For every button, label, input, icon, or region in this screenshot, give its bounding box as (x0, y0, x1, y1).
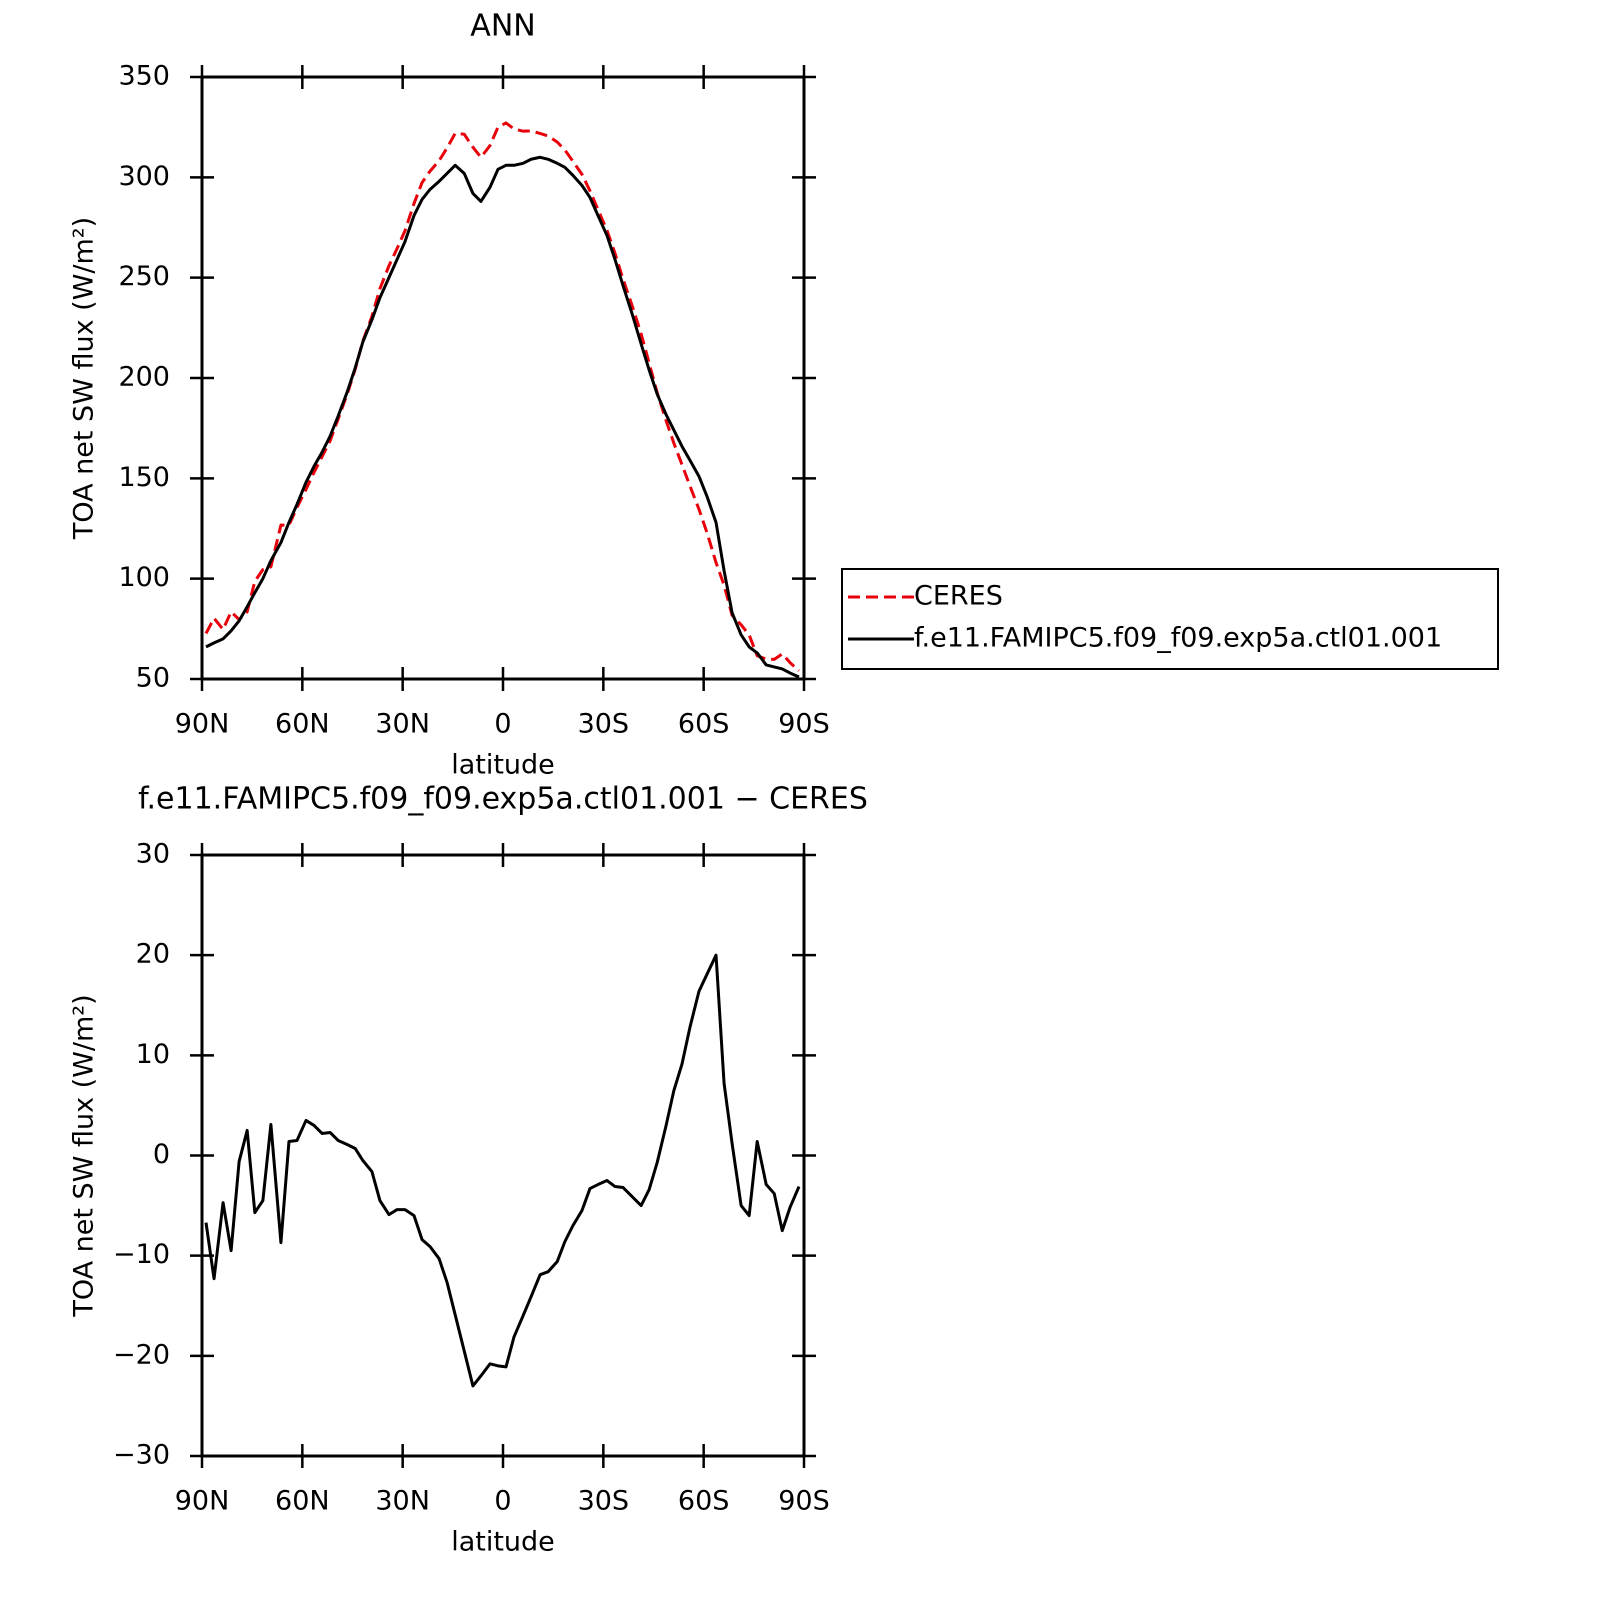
y-tick-label: 300 (118, 161, 170, 192)
y-tick-label: 200 (118, 362, 170, 393)
y-tick-label: 50 (136, 663, 170, 694)
y-tick-label: 150 (118, 462, 170, 493)
x-tick-label: 0 (494, 709, 511, 740)
data-line (204, 953, 801, 1388)
x-tick-label: 90S (778, 1486, 830, 1517)
y-tick-label: −10 (113, 1239, 170, 1270)
x-tick-label: 90S (778, 709, 830, 740)
y-tick-label: 10 (136, 1039, 170, 1070)
x-tick-label: 60S (678, 709, 730, 740)
x-axis-label: latitude (451, 750, 555, 781)
y-axis-label: TOA net SW flux (W/m²) (69, 217, 100, 540)
legend-label: CERES (914, 581, 1003, 612)
x-tick-label: 30N (375, 709, 430, 740)
legend-box (841, 568, 1499, 670)
x-tick-label: 90N (175, 709, 230, 740)
x-tick-label: 30S (578, 1486, 630, 1517)
y-tick-label: 20 (136, 939, 170, 970)
y-tick-label: 30 (136, 839, 170, 870)
x-tick-label: 0 (494, 1486, 511, 1517)
x-tick-label: 60N (275, 1486, 330, 1517)
plot-frame (200, 853, 806, 1458)
y-tick-label: −20 (113, 1339, 170, 1370)
x-tick-label: 60N (275, 709, 330, 740)
x-tick-label: 30S (578, 709, 630, 740)
x-tick-label: 90N (175, 1486, 230, 1517)
y-tick-label: 100 (118, 562, 170, 593)
data-line (204, 121, 800, 672)
x-tick-label: 30N (375, 1486, 430, 1517)
y-tick-label: 350 (118, 61, 170, 92)
y-tick-label: 250 (118, 261, 170, 292)
y-axis-label: TOA net SW flux (W/m²) (69, 994, 100, 1317)
chart-title: f.e11.FAMIPC5.f09_f09.exp5a.ctl01.001 − … (138, 782, 868, 817)
y-tick-label: 0 (153, 1139, 170, 1170)
chart-title: ANN (470, 9, 535, 44)
legend-label: f.e11.FAMIPC5.f09_f09.exp5a.ctl01.001 (914, 623, 1442, 654)
y-tick-label: −30 (113, 1440, 170, 1471)
x-tick-label: 60S (678, 1486, 730, 1517)
x-axis-label: latitude (451, 1527, 555, 1558)
plot-frame (200, 75, 806, 681)
data-line (205, 155, 800, 679)
